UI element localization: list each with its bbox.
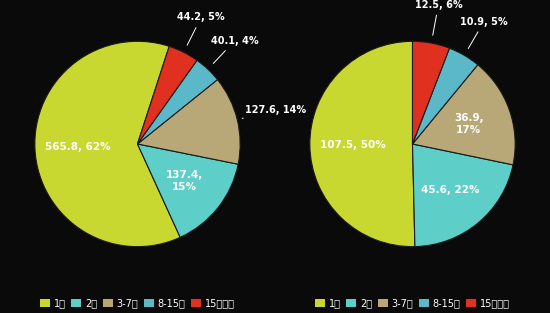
Text: 10.9, 5%: 10.9, 5% — [460, 17, 508, 49]
Wedge shape — [310, 41, 415, 247]
Wedge shape — [138, 60, 217, 144]
Text: 565.8, 62%: 565.8, 62% — [45, 142, 111, 152]
Wedge shape — [138, 144, 238, 237]
Text: 137.4,
15%: 137.4, 15% — [166, 170, 203, 192]
Wedge shape — [35, 41, 180, 247]
Text: 45.6, 22%: 45.6, 22% — [421, 185, 480, 195]
Text: 44.2, 5%: 44.2, 5% — [177, 13, 225, 45]
Text: 40.1, 4%: 40.1, 4% — [211, 36, 258, 64]
Wedge shape — [412, 41, 449, 144]
Text: 36.9,
17%: 36.9, 17% — [454, 113, 483, 135]
Wedge shape — [412, 65, 515, 165]
Wedge shape — [138, 46, 197, 144]
Legend: 1天, 2天, 3-7天, 8-15天, 15天以上: 1天, 2天, 3-7天, 8-15天, 15天以上 — [315, 299, 510, 309]
Legend: 1天, 2天, 3-7天, 8-15天, 15天以上: 1天, 2天, 3-7天, 8-15天, 15天以上 — [40, 299, 235, 309]
Wedge shape — [412, 48, 478, 144]
Wedge shape — [412, 144, 513, 247]
Text: 107.5, 50%: 107.5, 50% — [320, 140, 386, 150]
Text: 12.5, 6%: 12.5, 6% — [415, 0, 462, 35]
Text: 127.6, 14%: 127.6, 14% — [242, 105, 306, 118]
Wedge shape — [138, 80, 240, 164]
